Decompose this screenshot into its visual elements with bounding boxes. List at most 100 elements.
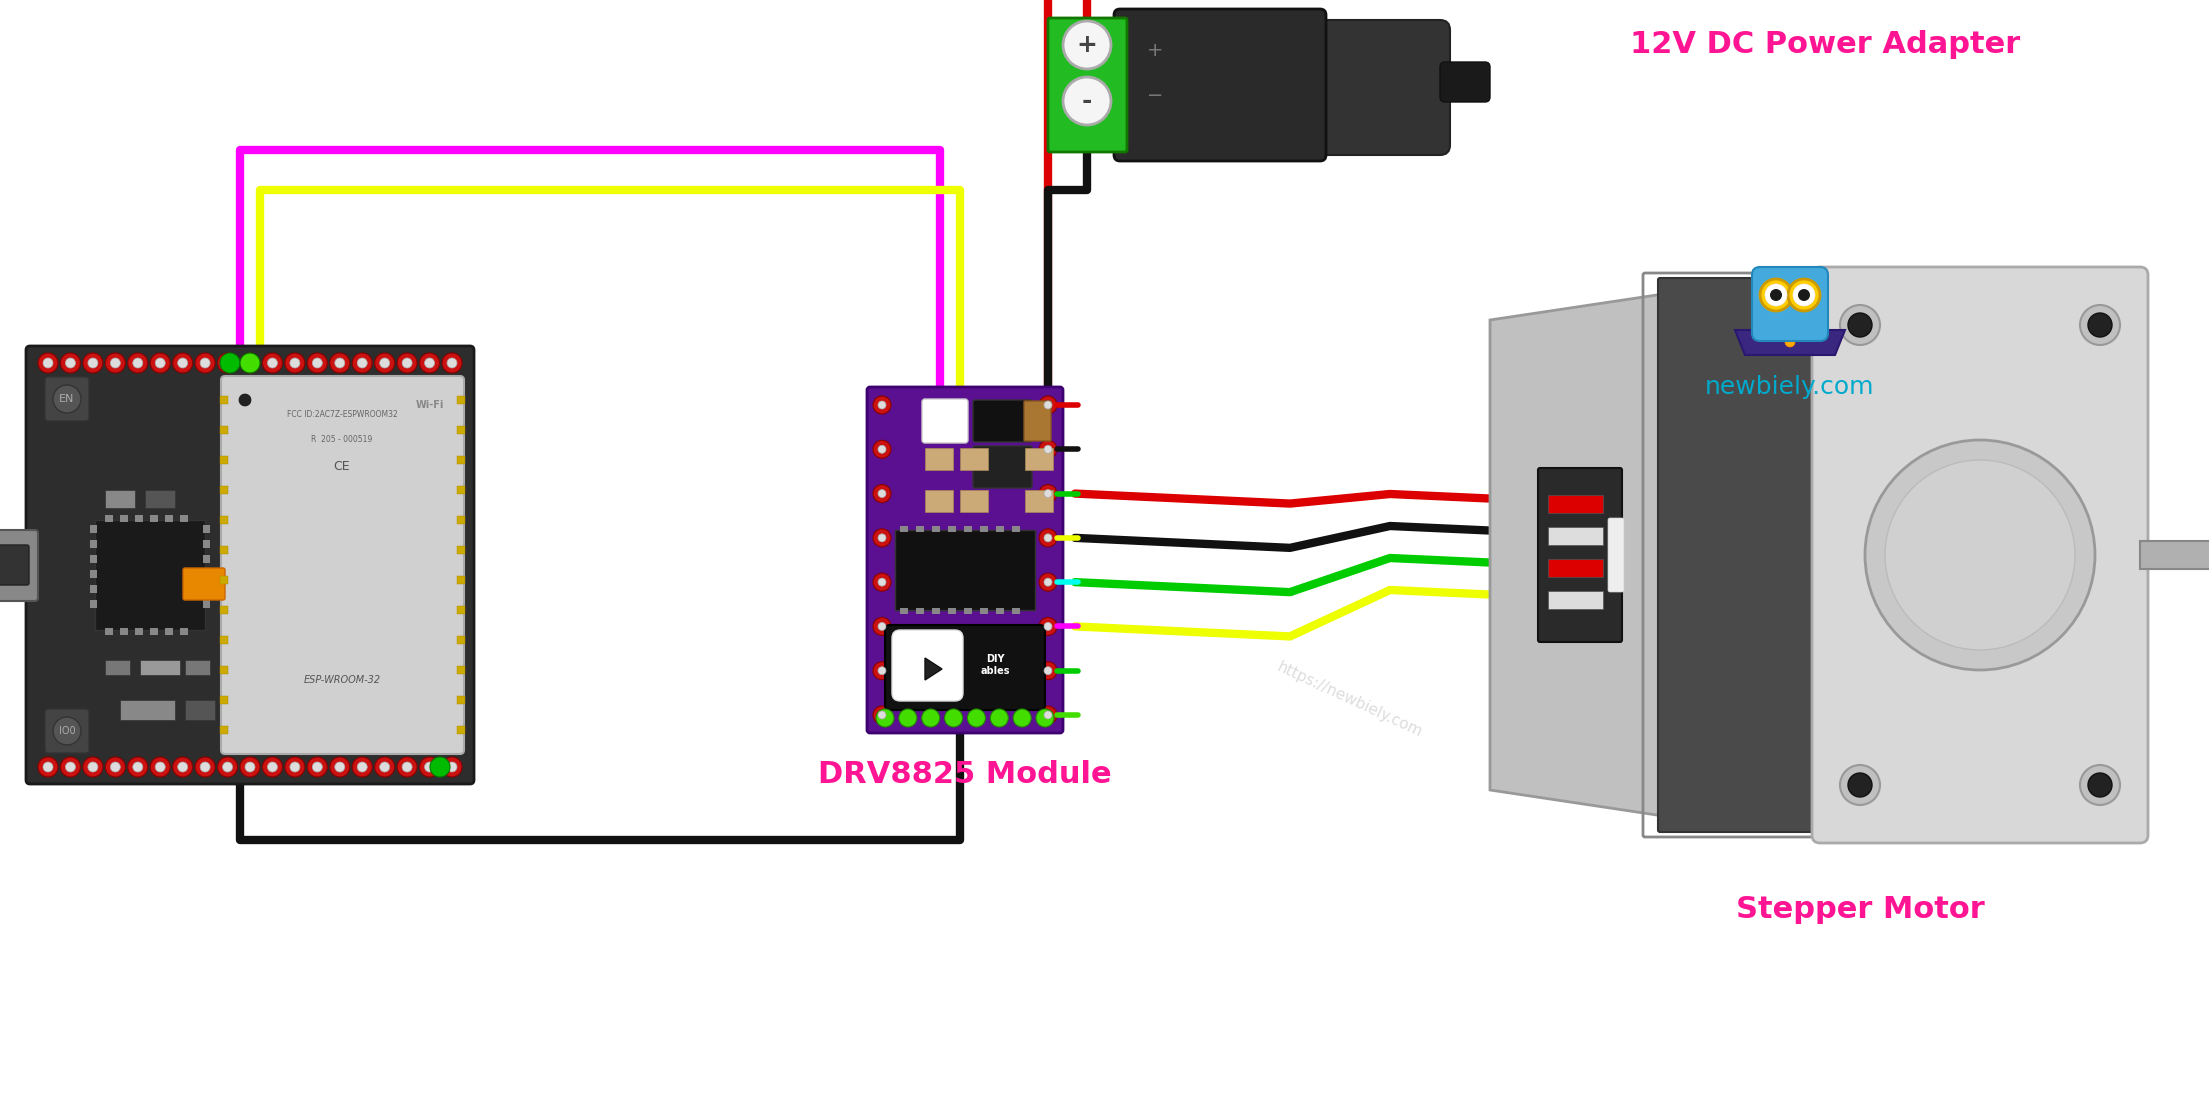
Bar xyxy=(91,585,97,593)
Circle shape xyxy=(351,353,373,373)
Circle shape xyxy=(201,762,210,772)
Bar xyxy=(203,585,210,593)
Circle shape xyxy=(873,396,890,414)
Circle shape xyxy=(1063,77,1111,125)
Circle shape xyxy=(106,757,126,777)
Bar xyxy=(135,628,144,636)
Circle shape xyxy=(424,762,435,772)
Circle shape xyxy=(380,358,389,368)
Bar xyxy=(948,526,956,532)
Circle shape xyxy=(431,757,451,777)
Circle shape xyxy=(53,385,82,413)
Bar xyxy=(948,608,956,614)
Bar xyxy=(221,577,228,584)
FancyBboxPatch shape xyxy=(866,387,1063,733)
FancyBboxPatch shape xyxy=(1025,401,1051,441)
Bar xyxy=(139,660,179,674)
Circle shape xyxy=(1038,706,1056,723)
Bar xyxy=(203,570,210,578)
Circle shape xyxy=(88,762,97,772)
Bar xyxy=(1549,559,1604,577)
Bar xyxy=(961,490,987,512)
Circle shape xyxy=(177,358,188,368)
Circle shape xyxy=(921,709,939,727)
Circle shape xyxy=(877,578,886,587)
Circle shape xyxy=(1840,765,1880,805)
Circle shape xyxy=(1038,484,1056,503)
Bar xyxy=(119,700,175,720)
Bar xyxy=(91,570,97,578)
Circle shape xyxy=(241,353,261,373)
Text: CE: CE xyxy=(334,460,351,473)
FancyBboxPatch shape xyxy=(0,545,29,585)
Circle shape xyxy=(873,441,890,459)
Circle shape xyxy=(307,757,327,777)
Circle shape xyxy=(877,445,886,453)
Circle shape xyxy=(1761,279,1791,311)
Circle shape xyxy=(329,353,349,373)
Circle shape xyxy=(877,709,895,727)
FancyBboxPatch shape xyxy=(27,346,475,784)
Circle shape xyxy=(358,762,367,772)
Bar xyxy=(203,540,210,548)
Bar xyxy=(166,515,172,522)
Circle shape xyxy=(2081,305,2121,345)
Circle shape xyxy=(1045,401,1051,408)
Circle shape xyxy=(53,717,82,745)
Bar xyxy=(150,628,159,636)
Text: DIY
ables: DIY ables xyxy=(981,654,1010,676)
Circle shape xyxy=(877,667,886,674)
Circle shape xyxy=(155,358,166,368)
Circle shape xyxy=(968,709,985,727)
Bar xyxy=(146,490,175,508)
Circle shape xyxy=(1864,440,2094,670)
Bar xyxy=(135,515,144,522)
Circle shape xyxy=(110,358,119,368)
Circle shape xyxy=(285,757,305,777)
Circle shape xyxy=(877,401,886,408)
Bar xyxy=(899,526,908,532)
Bar xyxy=(932,608,941,614)
Bar xyxy=(221,636,228,644)
Text: +: + xyxy=(1146,40,1164,59)
FancyBboxPatch shape xyxy=(221,376,464,754)
Bar xyxy=(119,628,128,636)
Circle shape xyxy=(1045,711,1051,719)
Circle shape xyxy=(446,358,457,368)
Circle shape xyxy=(1045,622,1051,630)
Text: newbiely.com: newbiely.com xyxy=(1705,375,1875,398)
Bar xyxy=(91,555,97,563)
Circle shape xyxy=(446,762,457,772)
Circle shape xyxy=(216,757,239,777)
Circle shape xyxy=(155,762,166,772)
Circle shape xyxy=(398,353,418,373)
Bar xyxy=(186,700,214,720)
Circle shape xyxy=(128,353,148,373)
Circle shape xyxy=(289,762,300,772)
Text: IO0: IO0 xyxy=(60,726,75,736)
Circle shape xyxy=(150,353,170,373)
Circle shape xyxy=(172,353,192,373)
Circle shape xyxy=(285,353,305,373)
Circle shape xyxy=(128,757,148,777)
Bar xyxy=(91,525,97,533)
Text: +: + xyxy=(1076,33,1098,57)
Circle shape xyxy=(311,762,323,772)
Circle shape xyxy=(263,757,283,777)
Circle shape xyxy=(38,353,57,373)
FancyBboxPatch shape xyxy=(95,520,205,630)
Bar xyxy=(119,515,128,522)
Bar xyxy=(996,608,1005,614)
Circle shape xyxy=(402,762,413,772)
Circle shape xyxy=(358,358,367,368)
Circle shape xyxy=(1849,774,1871,797)
Bar xyxy=(2141,541,2209,569)
Circle shape xyxy=(223,762,232,772)
Text: Wi-Fi: Wi-Fi xyxy=(415,400,444,410)
Circle shape xyxy=(267,762,278,772)
Circle shape xyxy=(1038,529,1056,546)
Bar xyxy=(1025,490,1054,512)
Bar xyxy=(457,726,466,733)
Text: FCC ID:2AC7Z-ESPWROOM32: FCC ID:2AC7Z-ESPWROOM32 xyxy=(287,410,398,418)
Circle shape xyxy=(194,757,214,777)
